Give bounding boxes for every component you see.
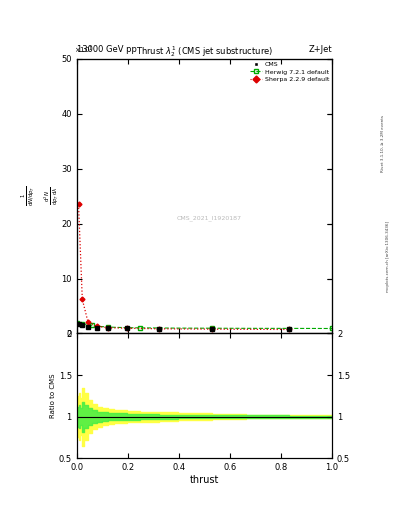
Text: CMS_2021_I1920187: CMS_2021_I1920187 xyxy=(177,215,242,221)
Text: $\times10^1$: $\times10^1$ xyxy=(74,45,94,56)
Text: 13000 GeV pp: 13000 GeV pp xyxy=(77,45,136,54)
Y-axis label: $\frac{1}{\mathrm{d}N/\mathrm{d}p_T}$
$\frac{\mathrm{d}^2N}{\mathrm{d}p_T\,\math: $\frac{1}{\mathrm{d}N/\mathrm{d}p_T}$ $\… xyxy=(20,186,60,206)
Text: mcplots.cern.ch [arXiv:1306.3436]: mcplots.cern.ch [arXiv:1306.3436] xyxy=(386,221,390,291)
Legend: CMS, Herwig 7.2.1 default, Sherpa 2.2.9 default: CMS, Herwig 7.2.1 default, Sherpa 2.2.9 … xyxy=(250,62,329,82)
Y-axis label: Ratio to CMS: Ratio to CMS xyxy=(50,374,56,418)
X-axis label: thrust: thrust xyxy=(190,475,219,485)
Text: Z+Jet: Z+Jet xyxy=(309,45,332,54)
Title: Thrust $\lambda_2^1$ (CMS jet substructure): Thrust $\lambda_2^1$ (CMS jet substructu… xyxy=(136,44,273,59)
Text: Rivet 3.1.10, ≥ 3.2M events: Rivet 3.1.10, ≥ 3.2M events xyxy=(381,115,385,172)
